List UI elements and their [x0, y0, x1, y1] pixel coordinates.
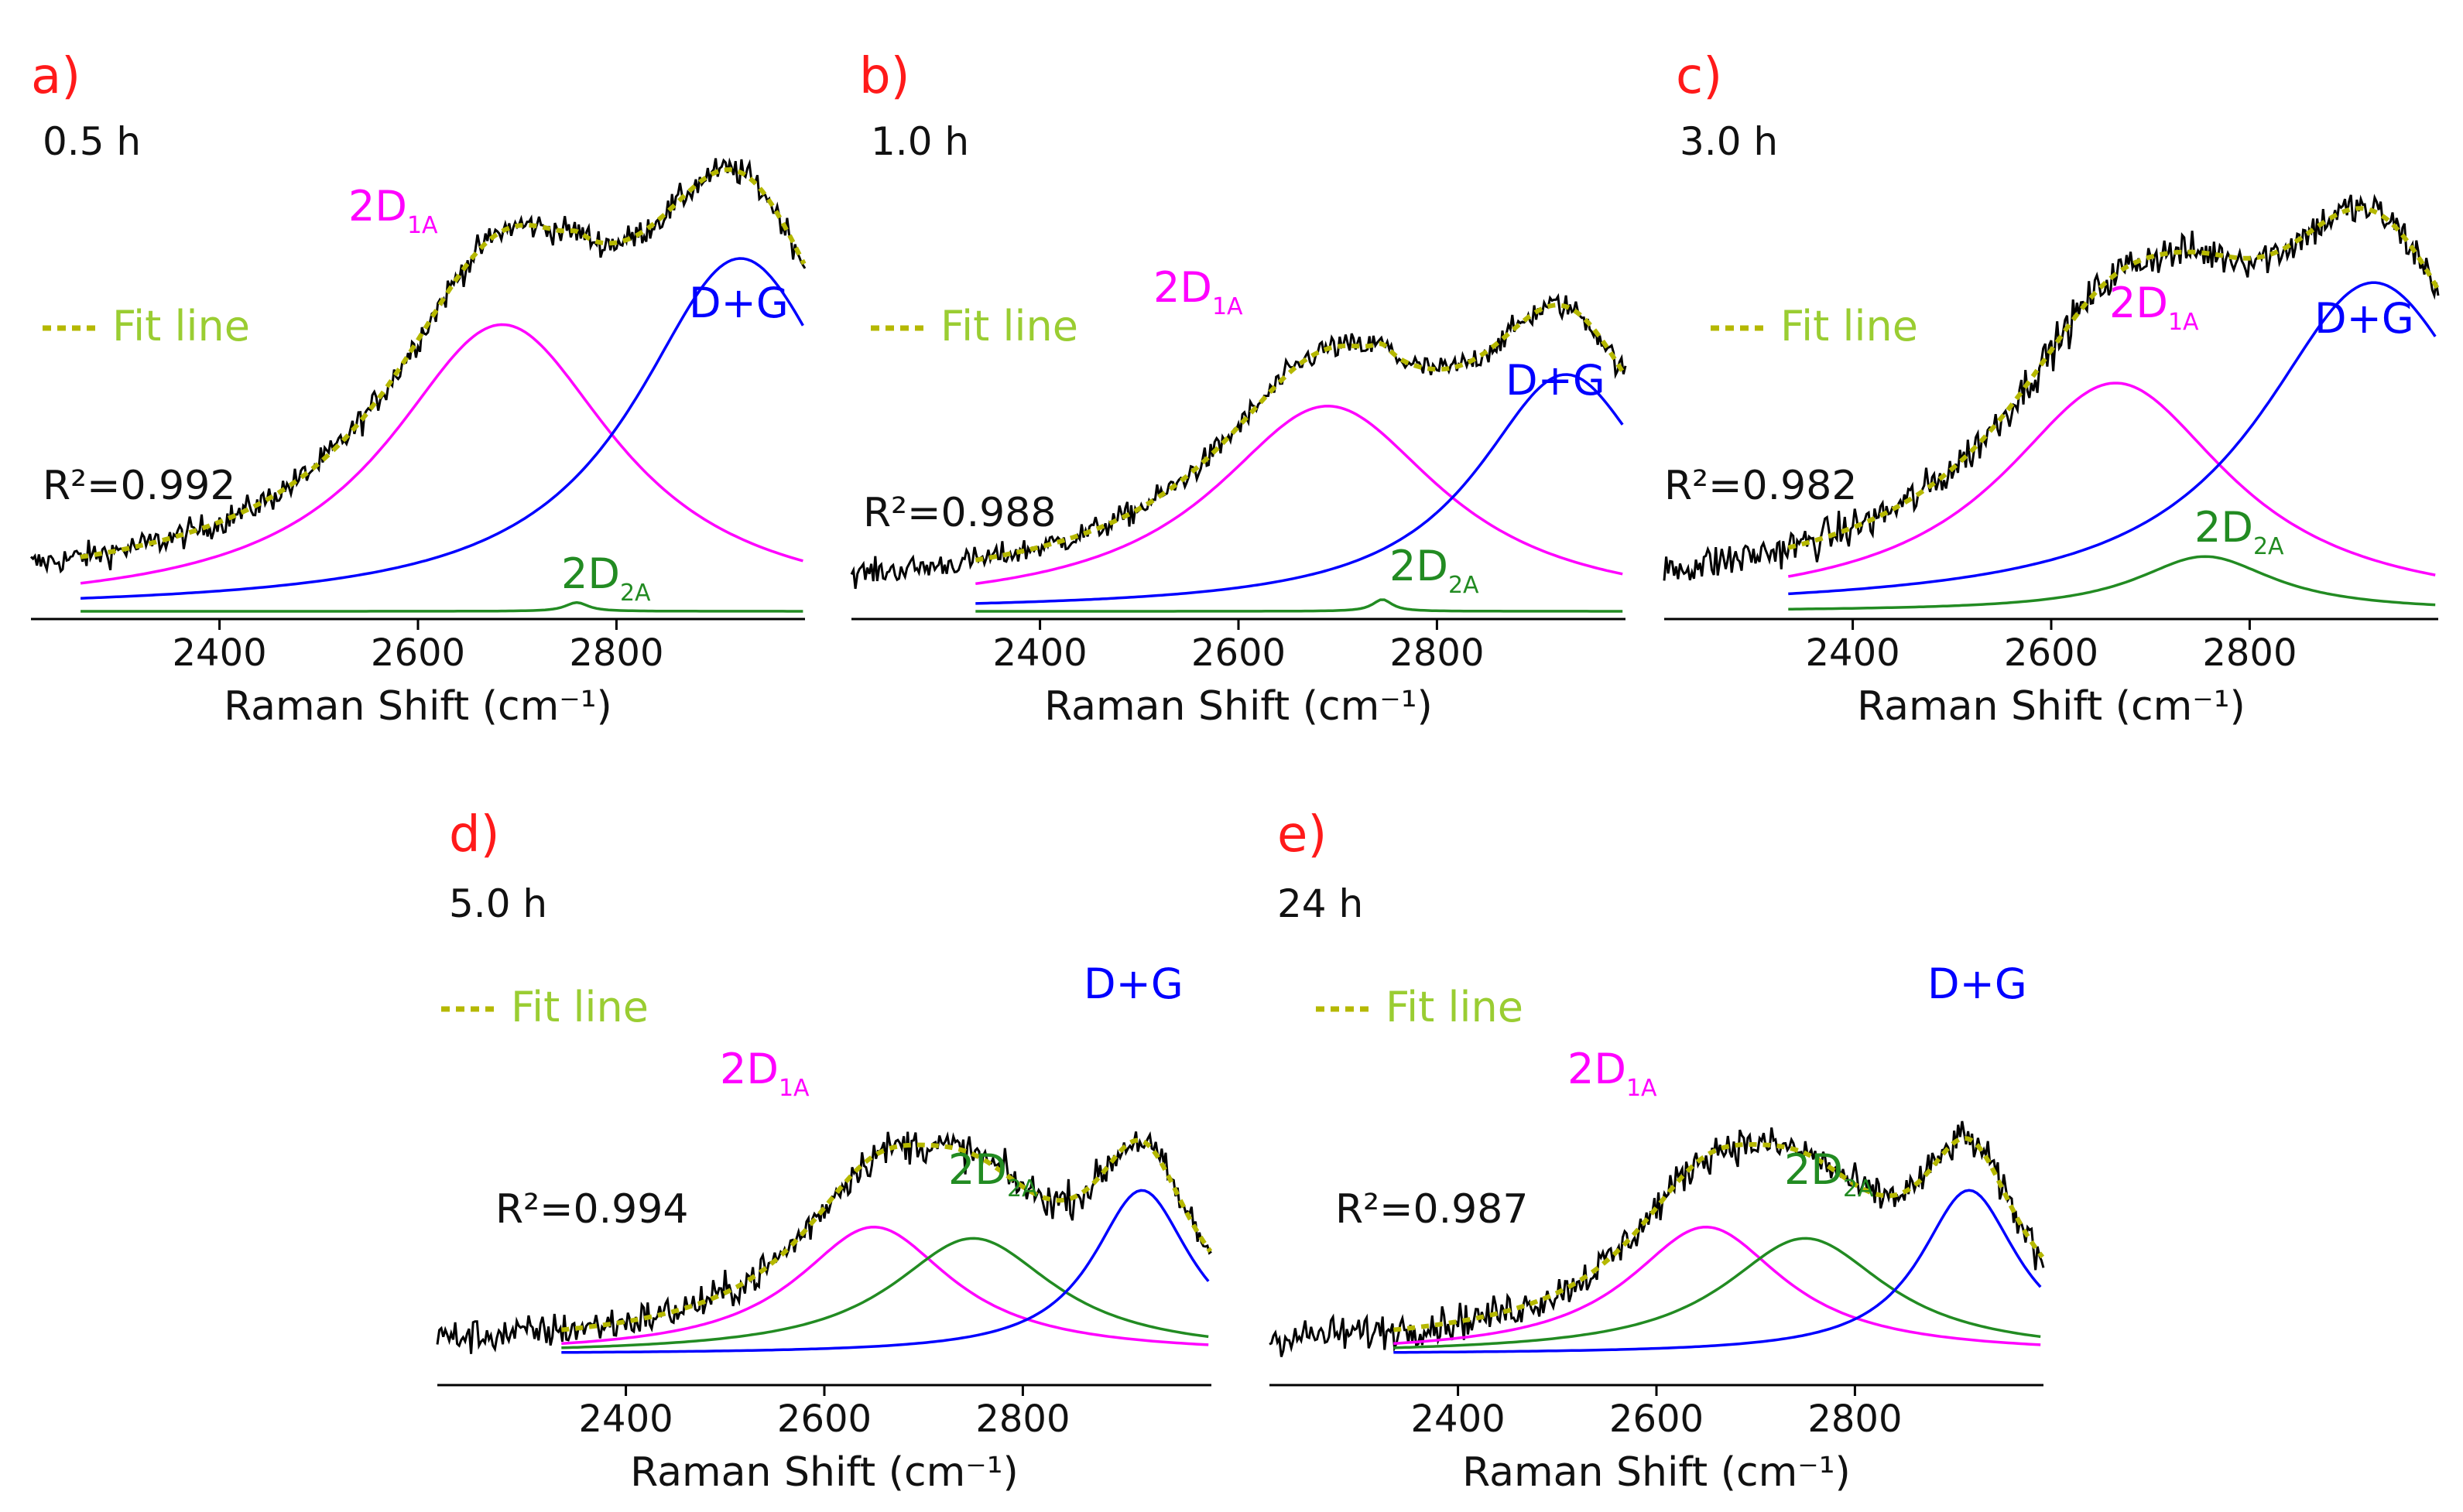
peak-label-dg: D+G: [1927, 960, 2027, 1008]
raman-data-series: [436, 1131, 1212, 1354]
peak-label-2d1a: 2D1A: [1567, 1045, 1657, 1102]
component-dg-curve: [561, 1189, 1210, 1354]
peak-label-dg: D+G: [2314, 294, 2414, 343]
fit-line-series: [975, 303, 1627, 563]
time-label: 5.0 h: [449, 881, 547, 926]
peak-label-dg: D+G: [689, 279, 789, 327]
x-tick-label: 2600: [1609, 1397, 1704, 1441]
component-2d2a-curve: [561, 1237, 1209, 1350]
peak-label-2d2a: 2D2A: [948, 1145, 1038, 1202]
x-axis-title: Raman Shift (cm⁻¹): [224, 683, 612, 730]
panel-b: 2400 2600 2800 Raman Shift (cm⁻¹) b) 1.0 h R²=…: [850, 48, 1627, 730]
peak-label-2d1a: 2D1A: [2109, 279, 2199, 336]
legend-fit-label: Fit line: [1386, 983, 1523, 1031]
r-squared-label: R²=0.992: [43, 463, 235, 509]
fit-line-series: [1393, 1136, 2045, 1332]
time-label: 3.0 h: [1680, 119, 1778, 164]
peak-label-2d1a: 2D1A: [720, 1045, 810, 1102]
peak-label-2d2a: 2D2A: [2194, 503, 2284, 560]
component-2d1a-curve: [1393, 1226, 2041, 1346]
component-2d1a-curve: [80, 323, 803, 585]
component-dg-curve: [1788, 281, 2437, 596]
x-tick-label: 2800: [569, 631, 663, 675]
panel-letter: c): [1676, 48, 1722, 105]
x-tick-label: 2400: [173, 631, 267, 675]
component-2d1a-curve: [561, 1226, 1209, 1346]
x-tick-label: 2600: [2004, 631, 2098, 675]
x-axis-title: Raman Shift (cm⁻¹): [1462, 1449, 1851, 1496]
time-label: 0.5 h: [43, 119, 141, 164]
x-axis-title: Raman Shift (cm⁻¹): [1044, 683, 1433, 730]
component-2d2a-curve: [1393, 1237, 2041, 1350]
x-tick-label: 2800: [1807, 1397, 1902, 1441]
r-squared-label: R²=0.987: [1335, 1186, 1528, 1233]
component-dg-curve: [975, 373, 1624, 605]
component-2d1a-curve: [1787, 381, 2436, 578]
raman-data-series: [1663, 193, 2440, 581]
component-2d2a-curve: [975, 598, 1623, 613]
raman-data-series: [29, 157, 807, 574]
panel-a: 2400 2600 2800 Raman Shift (cm⁻¹) a) 0.5 h R²=…: [29, 48, 807, 730]
panel-letter: b): [859, 48, 910, 105]
peak-label-2d1a: 2D1A: [348, 182, 438, 239]
component-2d2a-curve: [1788, 555, 2436, 611]
fit-line-series: [1787, 206, 2440, 550]
legend-fit-label: Fit line: [940, 302, 1078, 351]
peak-label-dg: D+G: [1084, 960, 1184, 1008]
x-tick-label: 2400: [1806, 631, 1900, 675]
r-squared-label: R²=0.982: [1664, 463, 1857, 509]
peak-label-2d2a: 2D2A: [1389, 542, 1479, 599]
peak-label-2d2a: 2D2A: [561, 549, 651, 607]
panel-d: 2400 2600 2800 Raman Shift (cm⁻¹) d) 5.0 h R²=…: [436, 806, 1213, 1496]
x-tick-label: 2400: [1411, 1397, 1506, 1441]
peak-label-2d2a: 2D2A: [1784, 1145, 1874, 1202]
x-tick-label: 2600: [371, 631, 465, 675]
time-label: 1.0 h: [871, 119, 969, 164]
panel-letter: e): [1277, 806, 1327, 864]
legend-fit-label: Fit line: [1780, 302, 1918, 351]
x-axis-title: Raman Shift (cm⁻¹): [630, 1449, 1019, 1496]
fit-line-series: [80, 167, 807, 559]
panel-c: 2400 2600 2800 Raman Shift (cm⁻¹) c) 3.0 h R²=…: [1663, 48, 2440, 730]
x-axis-title: Raman Shift (cm⁻¹): [1857, 683, 2245, 730]
time-label: 24 h: [1277, 881, 1363, 926]
x-tick-label: 2600: [777, 1397, 872, 1441]
x-tick-label: 2800: [2202, 631, 2297, 675]
panel-letter: d): [449, 806, 500, 864]
r-squared-label: R²=0.994: [495, 1186, 688, 1233]
x-tick-label: 2600: [1191, 631, 1286, 675]
component-2d2a-curve: [81, 600, 803, 613]
component-2d1a-curve: [975, 405, 1623, 586]
peak-label-dg: D+G: [1506, 356, 1605, 405]
legend-fit-label: Fit line: [112, 302, 250, 351]
raman-data-series: [1269, 1120, 2045, 1357]
x-tick-label: 2800: [1389, 631, 1484, 675]
component-dg-curve: [81, 257, 804, 600]
legend-fit-label: Fit line: [511, 983, 649, 1031]
x-tick-label: 2800: [975, 1397, 1070, 1441]
peak-label-2d1a: 2D1A: [1153, 263, 1243, 320]
component-dg-curve: [1393, 1189, 2042, 1354]
panel-e: 2400 2600 2800 Raman Shift (cm⁻¹) e) 24 h R²=0…: [1269, 806, 2045, 1496]
x-tick-label: 2400: [579, 1397, 673, 1441]
panel-letter: a): [31, 48, 81, 105]
r-squared-label: R²=0.988: [863, 490, 1056, 536]
x-tick-label: 2400: [993, 631, 1088, 675]
